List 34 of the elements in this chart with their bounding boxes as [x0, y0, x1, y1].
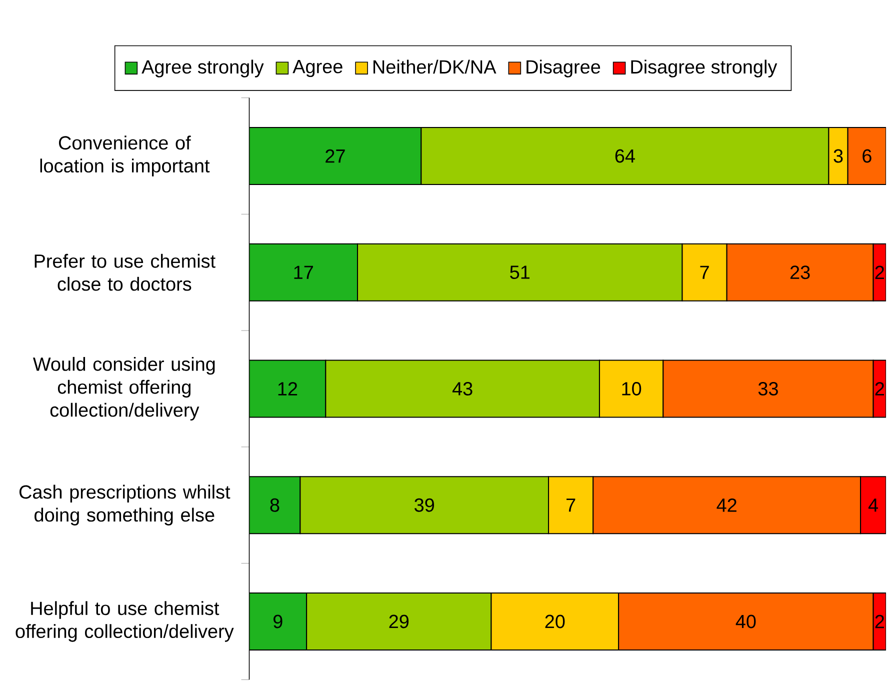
data-label: 2 — [875, 266, 884, 280]
data-label: 12 — [278, 382, 298, 396]
legend-label: Agree strongly — [142, 60, 264, 78]
data-label: 42 — [716, 498, 736, 512]
y-tick-label: Prefer to use chemist close to doctors — [34, 254, 216, 291]
data-label: 20 — [545, 614, 565, 628]
data-label: 33 — [758, 382, 778, 396]
legend-label: Agree — [292, 60, 342, 78]
data-label: 29 — [389, 614, 409, 628]
data-label: 9 — [274, 614, 282, 628]
data-label: 8 — [270, 498, 280, 512]
y-tick-label: Would consider using chemist offering collection/delivery — [32, 357, 215, 421]
data-label: 43 — [452, 382, 472, 396]
y-tick-label: Convenience of location is important — [40, 136, 210, 176]
data-label: 39 — [414, 498, 434, 512]
y-tick-label: Helpful to use chemist offering collection/delivery — [16, 601, 234, 642]
legend-label: Disagree strongly — [631, 60, 778, 78]
data-label: 23 — [790, 266, 810, 280]
legend-label: Neither/DK/NA — [374, 60, 496, 74]
legend-label: Disagree — [526, 60, 600, 78]
data-label: 7 — [566, 498, 576, 512]
data-label: 2 — [875, 382, 884, 396]
data-label: 2 — [875, 615, 884, 628]
data-label: 17 — [294, 266, 313, 280]
y-tick-label: Cash prescriptions whilst doing something else — [19, 484, 230, 526]
data-label: 51 — [510, 266, 530, 280]
data-label: 6 — [862, 149, 872, 163]
data-label: 4 — [868, 498, 878, 512]
data-label: 27 — [326, 150, 345, 163]
data-label: 64 — [615, 149, 635, 163]
data-label: 10 — [622, 382, 642, 396]
data-label: 7 — [700, 266, 709, 280]
data-label: 3 — [834, 149, 843, 163]
data-label: 40 — [736, 614, 756, 628]
